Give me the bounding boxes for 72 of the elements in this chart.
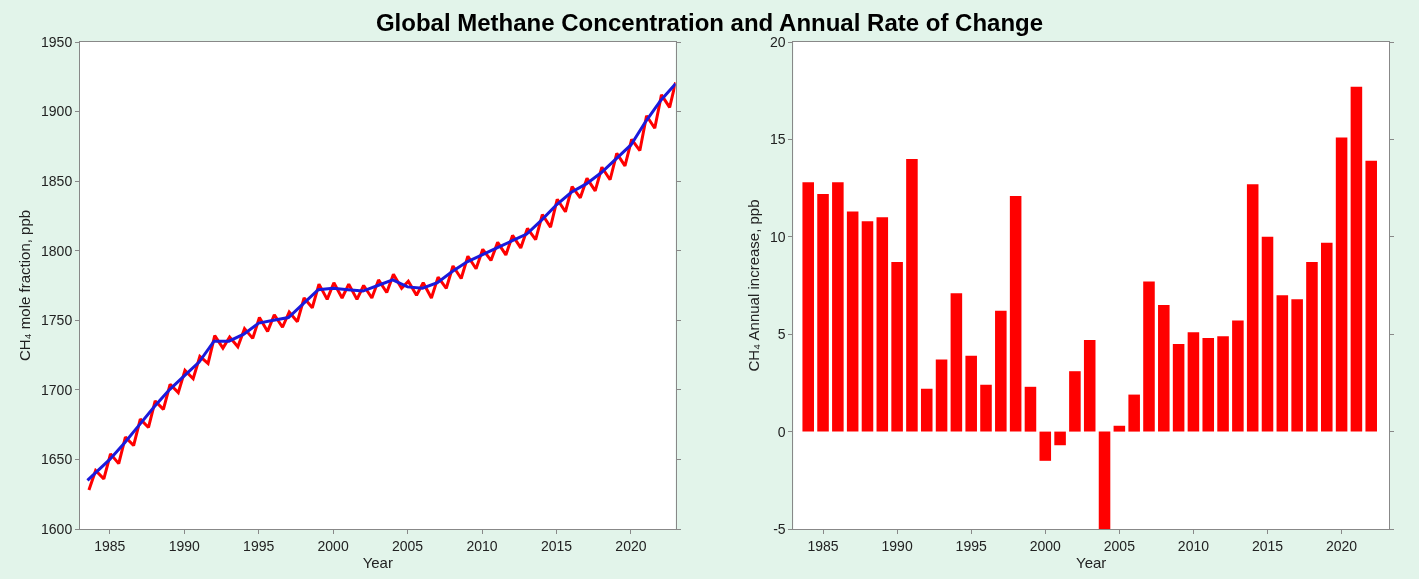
bar (1306, 262, 1318, 432)
bar (817, 193, 829, 432)
x-tick-label: 2000 (317, 537, 349, 554)
bar (1261, 236, 1274, 432)
bar (995, 310, 1007, 432)
bar (876, 217, 889, 432)
y-tick-label: 1600 (41, 520, 73, 537)
bar (1187, 332, 1200, 432)
bar (1069, 371, 1081, 432)
bar (1202, 338, 1215, 432)
x-tick-label: 2020 (1326, 537, 1358, 554)
bar (861, 221, 874, 432)
x-tick-label: 2000 (1029, 537, 1062, 554)
y-tick-label: 1650 (41, 451, 73, 468)
y-tick-label: 1800 (41, 242, 73, 259)
x-tick-label: 1995 (955, 537, 987, 554)
bar (1217, 336, 1229, 432)
bar (1350, 86, 1363, 432)
bar (1024, 386, 1037, 432)
y-tick-label: 1850 (41, 173, 73, 190)
bar (1232, 320, 1244, 432)
x-tick-label: 1995 (243, 537, 275, 554)
bar (1276, 295, 1289, 432)
y-tick-label: 1750 (41, 312, 73, 329)
bar (1143, 281, 1155, 432)
bar (1098, 431, 1111, 529)
x-tick-label: 1990 (168, 537, 201, 554)
bar (802, 182, 814, 432)
bar (1246, 184, 1259, 432)
x-tick-label: 1985 (807, 537, 839, 554)
x-tick-label: 1985 (94, 537, 126, 554)
bar (1113, 425, 1126, 432)
y-tick-label: 0 (777, 423, 786, 440)
x-axis-title: Year (362, 553, 393, 571)
bar (1128, 394, 1140, 432)
bar (1083, 340, 1096, 432)
bar (1158, 304, 1170, 432)
bar (980, 384, 992, 432)
y-axis-title: CH₄ mole fraction, ppb (16, 209, 34, 362)
bar (965, 355, 977, 432)
x-tick-label: 2020 (615, 537, 647, 554)
x-tick-label: 2015 (1251, 537, 1284, 554)
bar (920, 388, 933, 432)
bar (1172, 343, 1185, 432)
x-tick-label: 2010 (1177, 537, 1210, 554)
y-tick-label: 5 (777, 326, 786, 343)
y-tick-label: 15 (770, 131, 786, 148)
bar (950, 293, 963, 432)
bar (1321, 242, 1333, 432)
bar (1291, 299, 1303, 432)
bar (1365, 160, 1377, 432)
bar (832, 182, 844, 432)
y-tick-label: 1950 (41, 33, 73, 50)
bar (1009, 195, 1022, 432)
y-tick-label: 1700 (41, 381, 73, 398)
bar (846, 211, 859, 432)
bar (1335, 137, 1348, 432)
y-tick-label: -5 (773, 520, 786, 537)
bar (1039, 431, 1052, 461)
y-axis-title: CH₄ Annual increase, ppb (745, 199, 763, 372)
x-axis-title: Year (1076, 553, 1107, 571)
bar (906, 158, 918, 432)
y-tick-label: 1900 (41, 103, 73, 120)
y-tick-label: 10 (770, 228, 786, 245)
bar (935, 359, 948, 432)
x-tick-label: 2010 (466, 537, 498, 554)
bar (1054, 431, 1066, 446)
x-tick-label: 2005 (1103, 537, 1136, 554)
x-tick-label: 2015 (540, 537, 573, 554)
x-tick-label: 2005 (392, 537, 424, 554)
bar (891, 262, 903, 432)
x-tick-label: 1990 (881, 537, 913, 554)
